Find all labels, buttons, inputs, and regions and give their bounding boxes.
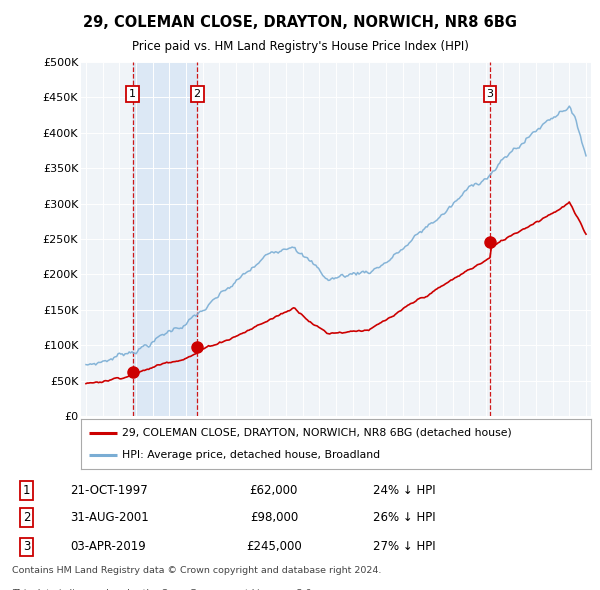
Text: 1: 1 xyxy=(129,89,136,99)
Text: Contains HM Land Registry data © Crown copyright and database right 2024.: Contains HM Land Registry data © Crown c… xyxy=(12,566,382,575)
Text: 2: 2 xyxy=(194,89,201,99)
Text: HPI: Average price, detached house, Broadland: HPI: Average price, detached house, Broa… xyxy=(122,450,380,460)
Text: 27% ↓ HPI: 27% ↓ HPI xyxy=(373,540,436,553)
Bar xyxy=(133,62,197,416)
Text: 3: 3 xyxy=(23,540,30,553)
Text: 31-AUG-2001: 31-AUG-2001 xyxy=(70,511,149,525)
Text: 1: 1 xyxy=(23,484,30,497)
Text: Price paid vs. HM Land Registry's House Price Index (HPI): Price paid vs. HM Land Registry's House … xyxy=(131,40,469,53)
Text: 3: 3 xyxy=(487,89,494,99)
Text: 2: 2 xyxy=(23,511,30,525)
Text: 29, COLEMAN CLOSE, DRAYTON, NORWICH, NR8 6BG: 29, COLEMAN CLOSE, DRAYTON, NORWICH, NR8… xyxy=(83,15,517,30)
Text: 26% ↓ HPI: 26% ↓ HPI xyxy=(373,511,436,525)
Text: 24% ↓ HPI: 24% ↓ HPI xyxy=(373,484,436,497)
Text: 03-APR-2019: 03-APR-2019 xyxy=(70,540,146,553)
Text: 21-OCT-1997: 21-OCT-1997 xyxy=(70,484,148,497)
Text: £245,000: £245,000 xyxy=(246,540,302,553)
Text: 29, COLEMAN CLOSE, DRAYTON, NORWICH, NR8 6BG (detached house): 29, COLEMAN CLOSE, DRAYTON, NORWICH, NR8… xyxy=(122,428,512,438)
Text: This data is licensed under the Open Government Licence v3.0.: This data is licensed under the Open Gov… xyxy=(12,589,314,590)
Text: £62,000: £62,000 xyxy=(250,484,298,497)
Text: £98,000: £98,000 xyxy=(250,511,298,525)
